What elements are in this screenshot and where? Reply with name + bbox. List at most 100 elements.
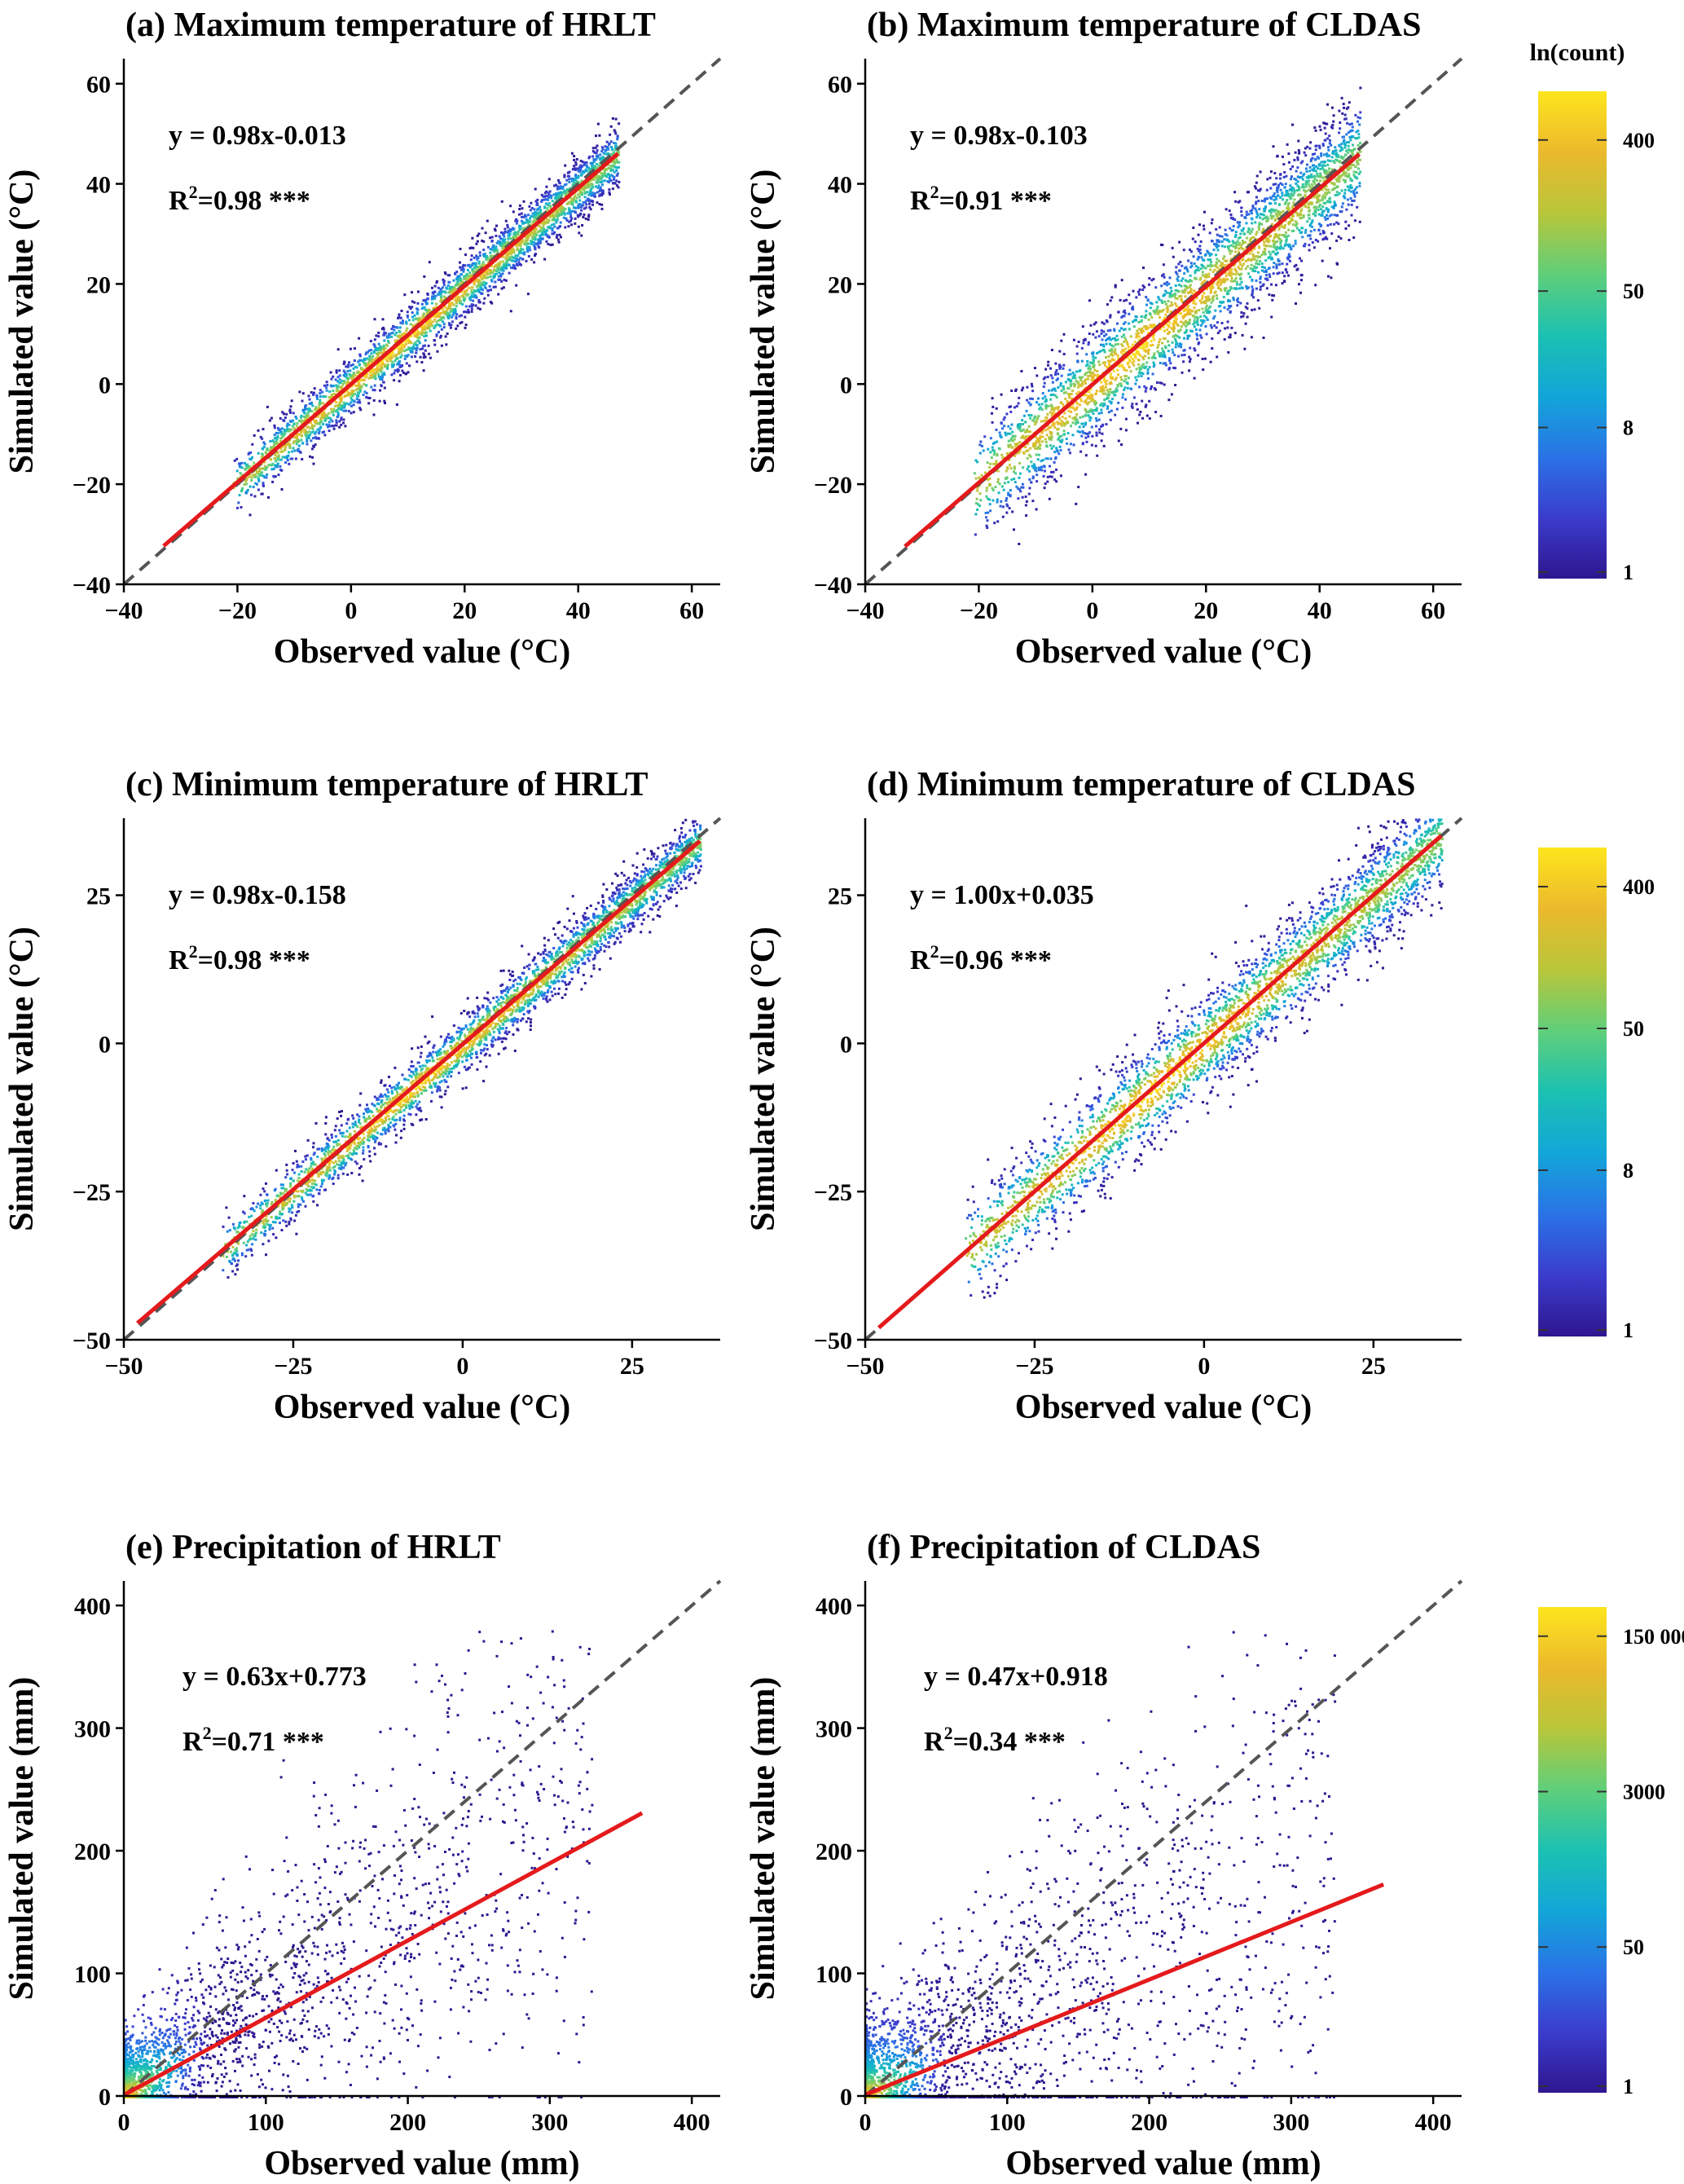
density-point	[584, 196, 587, 198]
density-point	[308, 437, 310, 439]
density-point	[442, 320, 444, 323]
density-point	[607, 167, 609, 170]
density-point	[1132, 344, 1134, 346]
density-point	[568, 181, 570, 183]
density-point	[291, 458, 293, 460]
density-point	[344, 394, 346, 397]
density-point	[1141, 375, 1143, 377]
density-point	[337, 412, 340, 414]
density-point	[1338, 131, 1340, 134]
density-point	[336, 381, 339, 383]
density-point	[1238, 287, 1241, 289]
density-point	[1232, 240, 1234, 242]
density-point	[1060, 340, 1062, 342]
density-point	[336, 416, 339, 418]
density-point	[269, 440, 271, 443]
density-point	[596, 158, 598, 161]
density-point	[533, 235, 535, 237]
density-point	[393, 326, 395, 328]
density-point	[270, 417, 273, 420]
density-point	[1120, 385, 1123, 387]
density-point	[1054, 363, 1057, 365]
density-point	[1204, 254, 1207, 257]
density-point	[604, 173, 606, 175]
density-point	[1200, 337, 1203, 339]
density-point	[1234, 251, 1237, 253]
density-point	[398, 363, 401, 366]
density-point	[1245, 260, 1247, 262]
density-point	[324, 395, 327, 398]
density-point	[353, 390, 355, 392]
density-point	[548, 202, 551, 205]
density-point	[1273, 262, 1275, 264]
density-point	[374, 318, 376, 320]
density-point	[1352, 236, 1355, 239]
density-point	[1040, 435, 1042, 438]
density-point	[318, 438, 320, 440]
density-point	[1101, 329, 1103, 332]
density-point	[375, 334, 377, 337]
density-point	[528, 205, 530, 208]
density-point	[601, 208, 604, 210]
density-point	[1053, 471, 1055, 473]
density-point	[1058, 350, 1061, 353]
density-point	[574, 222, 576, 225]
density-point	[331, 395, 333, 398]
density-point	[1345, 227, 1348, 230]
density-point	[580, 235, 583, 237]
density-point	[538, 213, 540, 215]
density-point	[362, 359, 364, 362]
density-point	[1075, 503, 1077, 505]
density-point	[290, 421, 292, 423]
density-point	[1168, 359, 1171, 362]
density-point	[1103, 445, 1106, 447]
density-point	[274, 464, 276, 466]
density-point	[1105, 356, 1107, 359]
density-point	[507, 237, 509, 240]
density-point	[1138, 321, 1141, 324]
density-point	[1305, 185, 1308, 187]
density-point	[1328, 168, 1330, 170]
density-point	[336, 425, 338, 427]
density-point	[287, 459, 289, 461]
density-point	[497, 293, 499, 296]
density-point	[547, 235, 549, 237]
density-point	[602, 148, 605, 151]
density-point	[1091, 444, 1093, 447]
density-point	[293, 427, 296, 429]
density-point	[341, 385, 343, 388]
density-point	[1058, 418, 1061, 421]
density-point	[483, 281, 486, 284]
density-point	[1240, 311, 1242, 314]
density-point	[1059, 440, 1062, 443]
density-point	[414, 355, 416, 358]
density-point	[485, 282, 487, 284]
density-point	[991, 421, 994, 424]
density-point	[343, 407, 345, 409]
density-point	[340, 405, 342, 407]
density-point	[311, 425, 314, 427]
density-point	[1025, 495, 1027, 498]
density-point	[1082, 341, 1084, 344]
density-point	[1035, 473, 1038, 476]
density-point	[1341, 148, 1343, 151]
density-point	[1240, 244, 1242, 246]
density-point	[1155, 301, 1158, 303]
density-point	[348, 410, 350, 412]
density-point	[458, 296, 460, 298]
density-point	[1216, 356, 1218, 359]
density-point	[406, 340, 408, 342]
density-point	[429, 261, 431, 263]
density-point	[350, 412, 353, 414]
density-point	[1300, 231, 1303, 234]
density-point	[328, 412, 330, 415]
density-point	[524, 222, 526, 224]
density-point	[377, 354, 380, 356]
density-point	[415, 352, 417, 354]
density-point	[1261, 200, 1264, 202]
density-point	[591, 194, 594, 196]
density-point	[424, 339, 427, 341]
density-point	[610, 179, 613, 182]
density-point	[461, 303, 464, 306]
density-point	[1156, 346, 1159, 349]
